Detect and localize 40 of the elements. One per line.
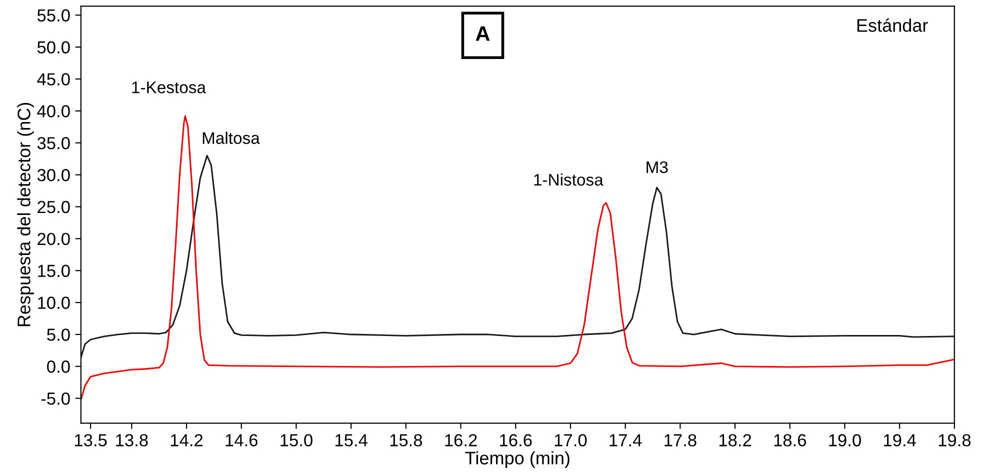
x-axis-title: Tiempo (min) <box>465 451 570 468</box>
x-tick-label: 13.8 <box>116 434 148 446</box>
annotation: Estándar <box>857 18 928 32</box>
x-tick-label: 16.2 <box>445 434 477 446</box>
x-tick-label: 19.8 <box>938 434 971 446</box>
x-tick-label: 18.2 <box>719 434 752 446</box>
x-tick-label: 15.4 <box>336 434 368 446</box>
x-tick-label: 14.2 <box>170 434 203 446</box>
y-tick-label: 35.0 <box>37 137 70 150</box>
y-tick-label: 20.0 <box>38 232 70 246</box>
annotation: Maltosa <box>202 132 260 144</box>
annotation: 1-Kestosa <box>132 82 206 94</box>
x-tick-label: 17.0 <box>554 434 587 446</box>
y-tick-label: 10.0 <box>38 296 70 309</box>
y-tick-label: -5.0 <box>41 392 70 405</box>
y-tick-label: 55.0 <box>37 9 70 22</box>
x-tick-label: 17.8 <box>664 434 696 446</box>
x-tick-label: 19.4 <box>884 434 916 446</box>
x-tick-label: 15.8 <box>390 434 422 446</box>
y-axis-title: Respuesta del detector (nC) <box>17 102 34 326</box>
y-tick-label: 0.0 <box>47 360 70 373</box>
line-series <box>80 154 954 358</box>
y-tick-label: 45.0 <box>37 73 70 86</box>
annotation: 1-Nistosa <box>534 173 604 186</box>
y-tick-label: 30.0 <box>37 168 70 182</box>
x-tick-label: 19.0 <box>829 434 861 446</box>
x-tick-label: 14.6 <box>226 434 258 446</box>
y-tick-label: 25.0 <box>38 200 70 214</box>
x-tick-label: 16.6 <box>500 434 532 446</box>
x-tick-label: 18.6 <box>774 434 806 446</box>
y-tick-label: 15.0 <box>38 264 70 278</box>
x-tick-label: 15.0 <box>280 434 312 446</box>
x-tick-label: 17.4 <box>610 434 642 446</box>
annotation: A <box>476 26 490 41</box>
annotation: M3 <box>646 161 668 174</box>
x-tick-label: 13.5 <box>74 434 107 446</box>
y-tick-label: 50.0 <box>37 41 70 54</box>
y-tick-label: 40.0 <box>37 105 70 118</box>
line-series <box>80 115 954 400</box>
y-tick-label: 5.0 <box>47 328 70 341</box>
